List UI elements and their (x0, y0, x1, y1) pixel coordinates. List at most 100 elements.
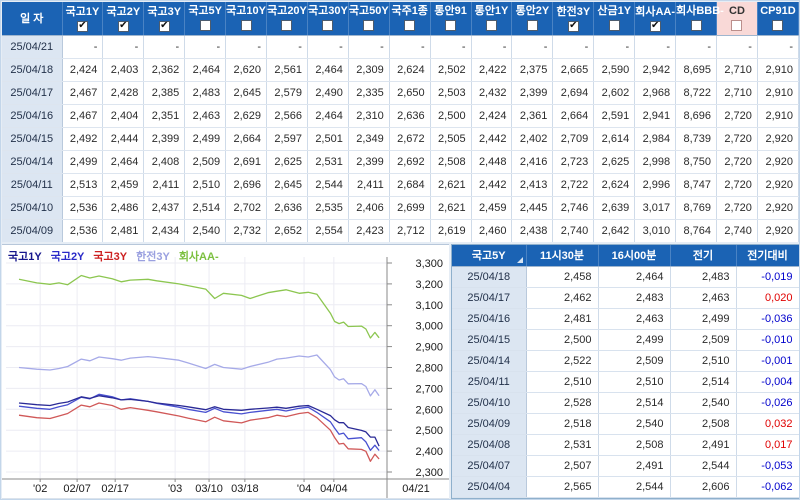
rate-cell: 2,540 (184, 219, 227, 242)
column-header-국고1Y[interactable]: 국고1Y (62, 2, 104, 36)
rate-cell: 2,406 (348, 196, 390, 220)
quote-header-0[interactable]: 국고5Y (452, 245, 527, 267)
quote-header-3[interactable]: 전기 (670, 245, 737, 267)
rate-cell: 2,513 (62, 173, 104, 197)
rate-cell: 2,492 (62, 127, 104, 151)
column-checkbox-CP91D[interactable] (772, 19, 784, 31)
column-header-국고10Y[interactable]: 국고10Y (225, 2, 268, 36)
quote-header-1[interactable]: 11시30분 (526, 245, 599, 267)
rate-cell: 2,720 (716, 104, 758, 128)
column-checkbox-국고20Y[interactable] (281, 19, 293, 31)
rate-cell: - (471, 35, 513, 59)
column-header-국고20Y[interactable]: 국고20Y (266, 2, 308, 36)
column-checkbox-국고1Y[interactable] (76, 21, 88, 33)
rate-cell: 2,665 (552, 58, 595, 82)
column-checkbox-통안2Y[interactable] (526, 19, 538, 31)
rate-cell: 2,910 (757, 104, 799, 128)
column-header-label: 국고5Y (188, 4, 223, 17)
change-cell: 0,017 (736, 434, 799, 456)
column-checkbox-국고5Y[interactable] (199, 19, 211, 31)
column-header-통안91[interactable]: 통안91 (430, 2, 472, 36)
column-checkbox-회사AA-[interactable] (649, 21, 661, 33)
column-header-국고5Y[interactable]: 국고5Y (184, 2, 227, 36)
column-checkbox-한전3Y[interactable] (567, 21, 579, 33)
y-axis-label: 2,300 (415, 467, 443, 479)
column-header-산금1Y[interactable]: 산금1Y (593, 2, 636, 36)
y-axis-label: 2,500 (415, 425, 443, 437)
column-header-CD[interactable]: CD (716, 2, 758, 36)
table-row: 25/04/10 2,536 2,486 2,437 2,514 2,702 2,636 2,… (2, 196, 799, 220)
column-header-국고50Y[interactable]: 국고50Y (348, 2, 390, 36)
rate-cell: 2,544 (307, 173, 349, 197)
rates-table-header-row: 일 자 국고1Y 국고2Y 국고3Y 국고5Y국고10Y국고20Y국고30Y국고50Y국… (2, 2, 799, 36)
column-header-label: 국고10Y (226, 4, 266, 17)
column-header-통안1Y[interactable]: 통안1Y (471, 2, 513, 36)
column-checkbox-국고3Y[interactable] (158, 21, 170, 33)
column-header-국고2Y[interactable]: 국고2Y (102, 2, 145, 36)
rate-cell: 2,463 (184, 104, 227, 128)
column-checkbox-통안1Y[interactable] (486, 19, 498, 31)
quote-cell: 2,481 (526, 308, 599, 330)
rate-cell: 2,467 (62, 104, 104, 128)
quote-header-2[interactable]: 16시00분 (598, 245, 671, 267)
rate-cell: 2,941 (634, 104, 677, 128)
column-header-회사BBB-[interactable]: 회사BBB- (675, 2, 724, 36)
column-header-통안2Y[interactable]: 통안2Y (511, 2, 554, 36)
column-header-국주1종[interactable]: 국주1종 (389, 2, 431, 36)
rate-cell: - (266, 35, 308, 59)
column-checkbox-국고10Y[interactable] (240, 19, 252, 31)
rate-cell: 2,424 (62, 58, 104, 82)
rate-cell: 2,720 (716, 173, 758, 197)
rate-cell: 2,505 (430, 127, 472, 151)
column-header-label: 국고30Y (307, 4, 348, 17)
rate-cell: 2,968 (634, 81, 677, 105)
rate-cell: 2,459 (102, 173, 145, 197)
quote-table-header-row: 국고5Y 11시30분 16시00분 전기 전기대비 (452, 245, 799, 267)
rate-cell: 2,399 (348, 150, 390, 174)
quote-header-4[interactable]: 전기대비 (736, 245, 799, 267)
x-axis-label: '03 (168, 483, 182, 495)
column-checkbox-국주1종[interactable] (404, 19, 416, 31)
quote-cell: 2,540 (670, 392, 737, 414)
rate-cell: 2,460 (471, 219, 513, 242)
rate-cell: 8,739 (675, 127, 717, 151)
quote-cell: 2,508 (598, 434, 671, 456)
chart-series-line-국고1Y (18, 395, 380, 447)
table-row: 25/04/14 2,522 2,509 2,510 -0,001 (452, 350, 799, 372)
column-checkbox-통안91[interactable] (445, 19, 457, 31)
rate-cell: 2,444 (102, 127, 145, 151)
column-header-한전3Y[interactable]: 한전3Y (552, 2, 595, 36)
rate-cell: - (511, 35, 554, 59)
rate-cell: 2,645 (266, 173, 308, 197)
quote-cell: 2,483 (598, 287, 671, 309)
column-checkbox-국고30Y[interactable] (322, 19, 334, 31)
quote-cell: 2,509 (670, 329, 737, 351)
rate-cell: 2,579 (266, 81, 308, 105)
rate-cell: 2,464 (307, 104, 349, 128)
column-checkbox-국고50Y[interactable] (363, 19, 375, 31)
column-header-국고3Y[interactable]: 국고3Y (143, 2, 186, 36)
rate-cell: 2,664 (225, 127, 268, 151)
column-checkbox-국고2Y[interactable] (117, 21, 129, 33)
rate-cell: 2,554 (307, 219, 349, 242)
quote-cell: 2,463 (670, 287, 737, 309)
y-axis-label: 3,200 (415, 279, 443, 291)
rate-cell: 2,422 (471, 58, 513, 82)
date-cell: 25/04/11 (2, 173, 63, 197)
column-header-국고30Y[interactable]: 국고30Y (307, 2, 349, 36)
change-cell: 0,032 (736, 413, 799, 435)
column-header-CP91D[interactable]: CP91D (757, 2, 799, 36)
x-axis-label: 03/18 (231, 483, 259, 495)
rate-cell: 2,535 (307, 196, 349, 220)
rate-cell: 2,636 (389, 104, 431, 128)
rate-cell: 2,645 (225, 81, 268, 105)
y-axis-label: 2,700 (415, 383, 443, 395)
rate-cell: 2,639 (593, 196, 636, 220)
column-header-회사AA-[interactable]: 회사AA- (634, 2, 677, 36)
column-checkbox-산금1Y[interactable] (608, 19, 620, 31)
date-cell: 25/04/09 (452, 413, 527, 435)
column-checkbox-CD[interactable] (731, 19, 743, 31)
rate-cell: - (430, 35, 472, 59)
quote-table: 국고5Y 11시30분 16시00분 전기 전기대비 25/04/18 2,458 2,46… (452, 245, 799, 498)
column-checkbox-회사BBB-[interactable] (690, 19, 702, 31)
